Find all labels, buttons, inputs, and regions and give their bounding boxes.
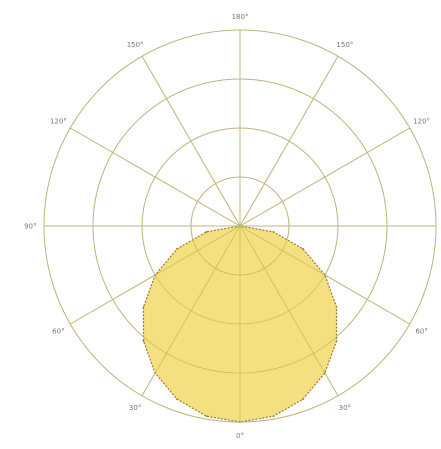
data-point-15 — [335, 306, 338, 308]
angle-tick-label-3: 120° — [413, 118, 430, 126]
data-point-9 — [205, 415, 208, 418]
grid-spoke-overlay-9 — [70, 225, 241, 325]
polar-data-layer — [43, 29, 437, 423]
data-point-2 — [205, 231, 208, 233]
data-point-14 — [335, 340, 338, 342]
data-point-5 — [142, 306, 145, 308]
grid-spoke-overlay-8 — [141, 225, 241, 396]
angle-tick-label-7: 0° — [236, 432, 244, 440]
angle-tick-label-9: 60° — [52, 327, 64, 335]
data-point-6 — [142, 340, 145, 342]
data-point-8 — [176, 398, 178, 401]
polar-labels: 180°150°120°90°60°30°0°30°60°90°120°150° — [24, 13, 430, 440]
data-point-3 — [176, 248, 178, 250]
angle-tick-label-6: 30° — [339, 404, 351, 412]
data-point-11 — [272, 415, 275, 418]
data-point-17 — [302, 248, 304, 250]
grid-spoke-overlay-2 — [239, 56, 339, 227]
angle-tick-label-12: 150° — [127, 41, 144, 49]
data-point-18 — [272, 231, 275, 233]
angle-tick-label-8: 30° — [129, 404, 141, 412]
angle-tick-label-1: 180° — [232, 13, 249, 21]
grid-spoke-overlay-11 — [70, 127, 241, 227]
angle-tick-label-10: 90° — [24, 223, 36, 231]
grid-spoke-overlay-5 — [239, 225, 410, 325]
angle-tick-label-11: 120° — [50, 118, 67, 126]
angle-tick-label-5: 60° — [415, 327, 427, 335]
grid-spoke-overlay-6 — [239, 225, 339, 396]
data-point-12 — [302, 398, 304, 401]
grid-spoke-overlay-12 — [141, 56, 241, 227]
grid-spoke-overlay-3 — [239, 127, 410, 227]
angle-tick-label-2: 150° — [336, 41, 353, 49]
